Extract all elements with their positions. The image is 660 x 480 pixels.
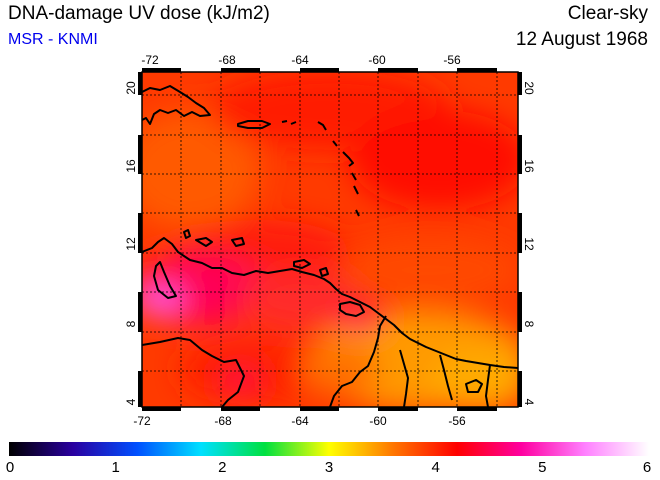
frame-ticks [138,68,522,411]
lat-tick-left: 8 [124,320,138,327]
colorbar-tick-label: 6 [642,459,652,476]
lon-tick-top: -56 [443,53,461,67]
lat-tick-left: 20 [124,81,138,95]
lat-tick-right: 16 [522,159,536,173]
lon-tick-top: -60 [368,53,386,67]
lon-tick-top: -72 [141,53,159,67]
lon-tick-top: -68 [218,53,236,67]
lat-tick-left: 12 [124,237,138,251]
lat-tick-right: 8 [522,321,536,328]
lon-tick-top: -64 [291,53,309,67]
date-label: 12 August 1968 [515,29,648,50]
colorbar-tick-label: 5 [538,459,547,476]
organization-label: MSR - KNMI [8,31,98,48]
coastlines [142,85,518,407]
lon-tick-bottom: -56 [448,414,466,428]
sky-condition-label: Clear-sky [567,3,648,24]
uv-dose-map: -72 -68 -64 -60 -56 -72 -68 -64 -60 -56 … [124,53,536,428]
lat-tick-right: 12 [522,237,536,251]
lon-tick-bottom: -68 [214,414,232,428]
grid-lines [142,72,518,407]
lat-tick-right: 4 [522,399,536,406]
colorbar-tick-label: 2 [218,459,227,476]
colorbar-tick-label: 1 [111,459,120,476]
map-title: DNA-damage UV dose (kJ/m2) [8,3,270,24]
lon-tick-bottom: -72 [133,414,151,428]
colorbar-tick-label: 3 [324,459,334,476]
lat-tick-left: 4 [124,398,138,405]
lon-tick-bottom: -60 [369,414,387,428]
colorbar-tick-label: 0 [5,459,15,476]
lat-tick-right: 20 [522,81,536,95]
colorbar-tick-label: 4 [431,459,440,476]
colorbar [9,442,649,456]
dose-field [142,72,518,407]
lat-tick-left: 16 [124,159,138,173]
lon-tick-bottom: -64 [291,414,309,428]
